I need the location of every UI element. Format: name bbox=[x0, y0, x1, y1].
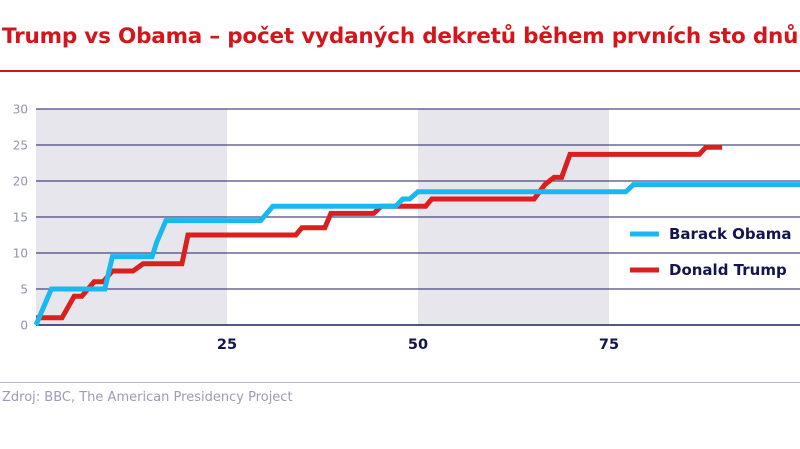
line-chart: 0 5 10 15 20 25 30 25 50 75 Barack Obama Donald … bbox=[13, 103, 800, 353]
y-tick-label: 25 bbox=[13, 139, 28, 153]
gridlines bbox=[36, 108, 800, 326]
y-axis-ticks: 0 5 10 15 20 25 30 bbox=[13, 103, 28, 333]
legend-label-trump: Donald Trump bbox=[669, 261, 787, 279]
x-axis-ticks: 25 50 75 bbox=[217, 337, 619, 353]
series-line-obama bbox=[33, 182, 800, 326]
y-tick-label: 15 bbox=[13, 211, 28, 225]
legend-item-obama: Barack Obama bbox=[630, 225, 792, 243]
legend-item-trump: Donald Trump bbox=[630, 261, 787, 279]
y-tick-label: 5 bbox=[20, 283, 28, 297]
x-tick-label: 75 bbox=[599, 337, 619, 353]
y-tick-label: 0 bbox=[20, 319, 28, 333]
y-tick-label: 10 bbox=[13, 247, 28, 261]
y-tick-label: 20 bbox=[13, 175, 28, 189]
source-note: Zdroj: BBC, The American Presidency Proj… bbox=[2, 390, 293, 405]
y-tick-label: 30 bbox=[13, 103, 28, 117]
series-lines bbox=[33, 144, 800, 326]
legend: Barack Obama Donald Trump bbox=[630, 225, 792, 279]
series-line-trump bbox=[36, 144, 723, 321]
x-tick-label: 25 bbox=[217, 337, 237, 353]
source-divider bbox=[0, 382, 800, 383]
legend-label-obama: Barack Obama bbox=[669, 225, 792, 243]
x-tick-label: 50 bbox=[408, 337, 428, 353]
title-divider bbox=[0, 70, 800, 72]
chart-title: Trump vs Obama – počet vydaných dekretů … bbox=[2, 24, 799, 49]
